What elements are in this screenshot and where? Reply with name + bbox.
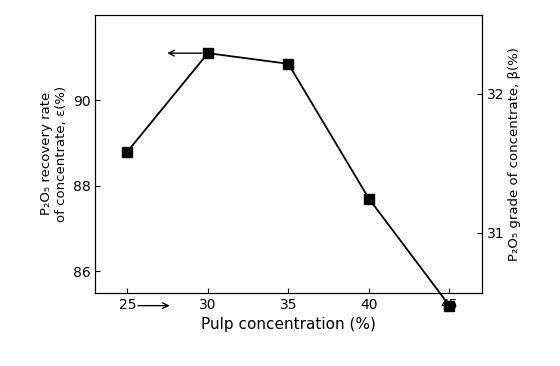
Y-axis label: P₂O₅ grade of concentrate, β(%): P₂O₅ grade of concentrate, β(%) <box>508 47 521 261</box>
X-axis label: Pulp concentration (%): Pulp concentration (%) <box>201 317 376 332</box>
Y-axis label: P₂O₅ recovery rate
of concentrate, ε(%): P₂O₅ recovery rate of concentrate, ε(%) <box>40 86 68 222</box>
